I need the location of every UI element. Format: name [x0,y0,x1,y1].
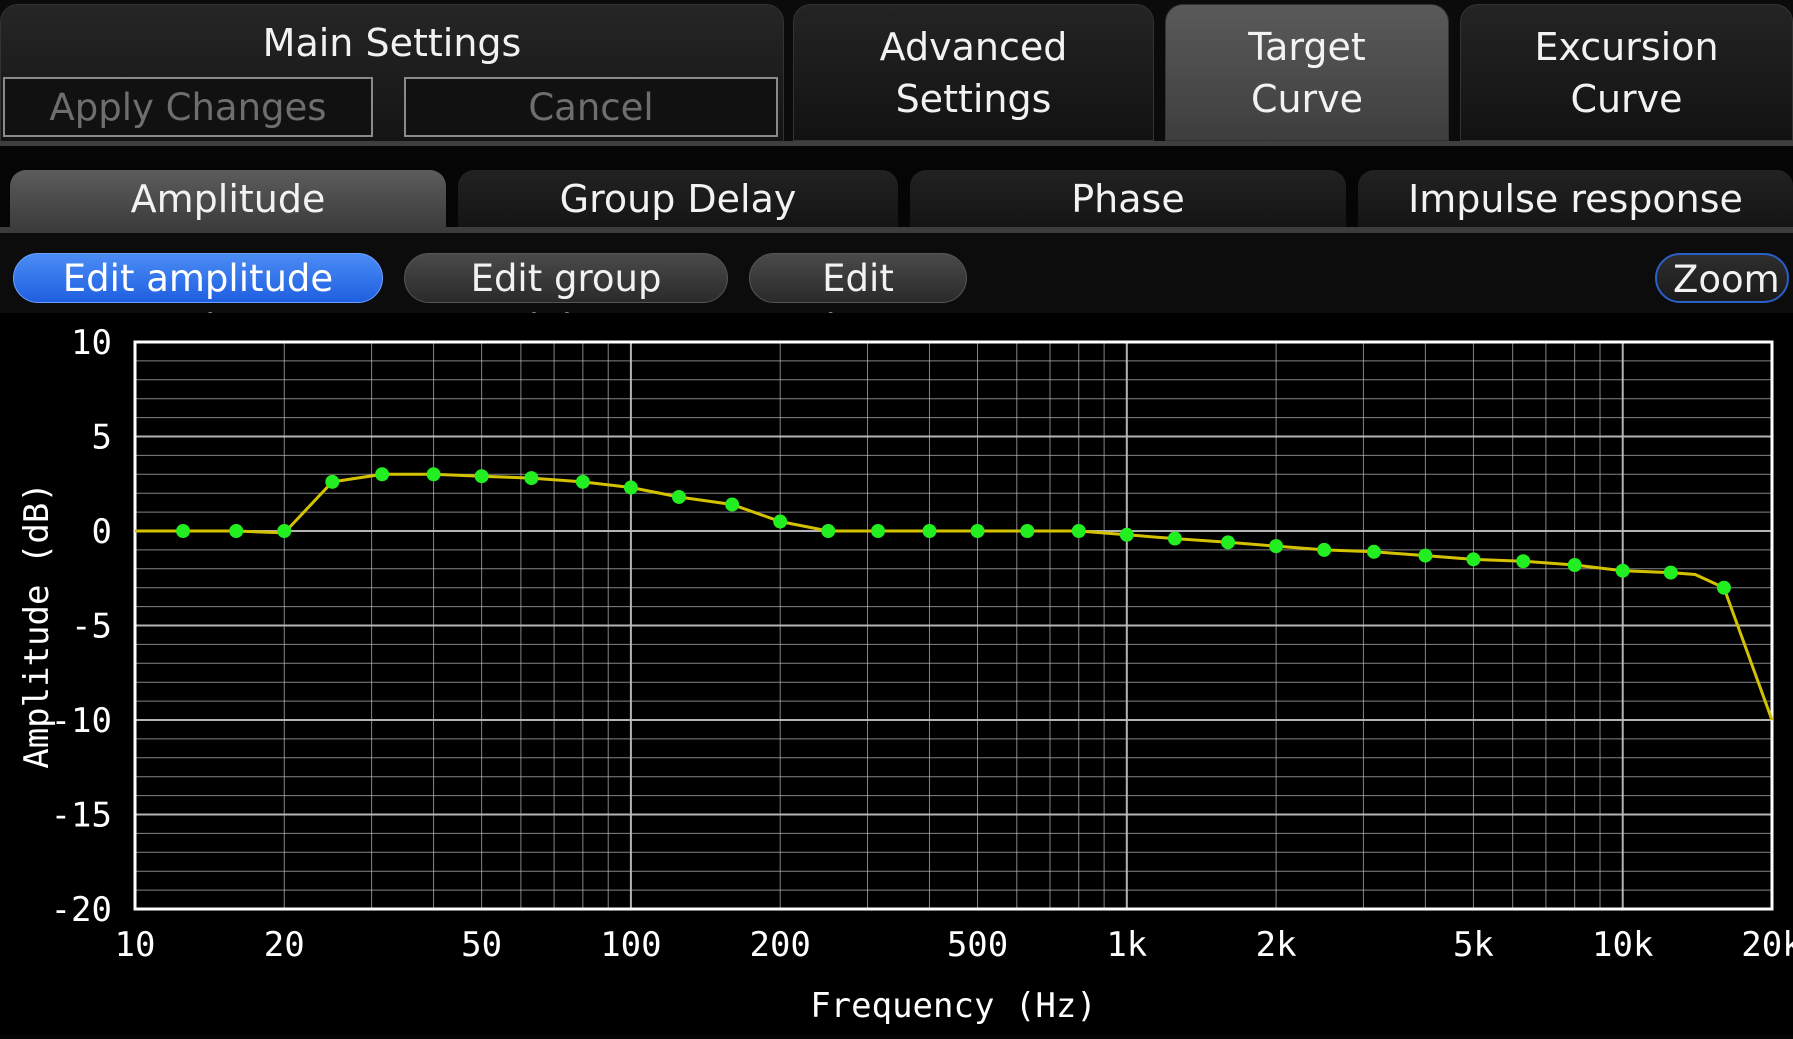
control-point[interactable] [575,474,590,489]
x-tick-label: 20 [264,925,305,965]
tab-main-settings[interactable]: Main Settings Apply Changes Cancel [0,4,784,143]
tab-label: Settings [895,76,1052,121]
x-tick-label: 1k [1106,925,1147,965]
tab-excursion-curve[interactable]: Excursion Curve [1460,4,1793,141]
y-tick-label: -20 [51,890,112,930]
control-point[interactable] [922,524,937,538]
y-tick-label: 0 [92,512,112,552]
y-tick-label: -10 [51,701,112,741]
tab-label: Curve [1570,76,1683,121]
edit-group-delay-toggle[interactable]: Edit group delay [404,253,728,350]
tab-label: Advanced [879,24,1068,69]
tab-label: Excursion [1534,24,1719,69]
tab-impulse-response[interactable]: Impulse response [1358,170,1793,228]
control-point[interactable] [375,467,390,482]
tab-target-curve[interactable]: Target Curve [1165,4,1449,141]
x-tick-label: 10k [1592,925,1653,965]
sub-tab-divider [0,227,1793,233]
edit-phase-toggle[interactable]: Edit phase [749,253,967,350]
zoom-button[interactable]: Zoom [1655,253,1789,303]
tab-label: Target [1248,24,1366,69]
control-point[interactable] [1119,527,1134,542]
plot-frame [133,340,1774,911]
control-point[interactable] [1466,552,1481,567]
x-tick-label: 2k [1256,925,1297,965]
control-point[interactable] [1317,542,1332,557]
control-point[interactable] [176,524,191,538]
y-tick-label: -5 [71,607,112,647]
control-point[interactable] [1020,524,1035,538]
control-point[interactable] [1269,539,1284,554]
control-point[interactable] [426,467,441,482]
x-tick-label: 50 [461,925,502,965]
x-tick-label: 5k [1453,925,1494,965]
y-tick-label: 5 [92,418,112,458]
x-axis-label: Frequency (Hz) [810,986,1097,1026]
x-tick-label: 500 [947,925,1008,965]
apply-changes-button[interactable]: Apply Changes [3,77,373,137]
y-tick-label: -15 [51,796,112,836]
x-tick-label: 10 [115,925,156,965]
control-points [176,467,1731,595]
control-point[interactable] [277,524,292,538]
control-point[interactable] [1663,565,1678,580]
control-point[interactable] [1221,535,1236,550]
tick-labels: 10 20 50 100 200 500 1k 2k 5k 10k 20k1050-5-10-15-… [51,323,1793,965]
x-tick-label: 20k [1741,925,1793,965]
control-point[interactable] [474,469,489,484]
edit-toolbar: Edit amplitude only Edit group delay Edi… [0,233,1793,350]
chart-grid [134,341,1773,910]
control-point[interactable] [871,524,886,538]
control-point[interactable] [1716,580,1731,595]
control-point[interactable] [1366,544,1381,559]
tab-advanced-settings[interactable]: Advanced Settings [793,4,1154,141]
control-point[interactable] [1516,554,1531,569]
x-tick-label: 100 [600,925,661,965]
control-point[interactable] [229,524,244,538]
edit-amplitude-only-toggle[interactable]: Edit amplitude only [13,253,383,350]
control-point[interactable] [623,480,638,495]
control-point[interactable] [1418,548,1433,563]
control-point[interactable] [725,497,740,512]
main-settings-title[interactable]: Main Settings [262,21,522,65]
tab-amplitude[interactable]: Amplitude [10,170,446,228]
control-point[interactable] [524,471,539,486]
tab-divider [0,141,1793,146]
target-curve-line [135,472,1774,721]
top-tab-strip: Main Settings Apply Changes Cancel Advan… [0,0,1793,146]
control-point[interactable] [1615,563,1630,578]
amplitude-chart[interactable]: 10 20 50 100 200 500 1k 2k 5k 10k 20k1050-5-10-15-… [0,313,1793,1035]
control-point[interactable] [1567,558,1582,573]
tab-phase[interactable]: Phase [910,170,1346,228]
tab-group-delay[interactable]: Group Delay [458,170,898,228]
control-point[interactable] [325,474,340,489]
amplitude-plot-area: 10 20 50 100 200 500 1k 2k 5k 10k 20k 10 5 0 -5 -10 -15-… [0,313,1793,1035]
control-point[interactable] [773,514,788,529]
control-point[interactable] [821,524,836,538]
control-point[interactable] [1071,524,1086,538]
sub-tab-strip: Amplitude Group Delay Phase Impulse resp… [0,146,1793,232]
control-point[interactable] [970,524,985,538]
y-tick-label: 10 [71,323,112,363]
control-point[interactable] [671,489,686,504]
cancel-button[interactable]: Cancel [404,77,778,137]
y-axis-label: Amplitude (dB) [17,482,57,769]
control-point[interactable] [1167,531,1182,546]
tab-label: Curve [1250,76,1364,121]
x-tick-label: 200 [749,925,810,965]
